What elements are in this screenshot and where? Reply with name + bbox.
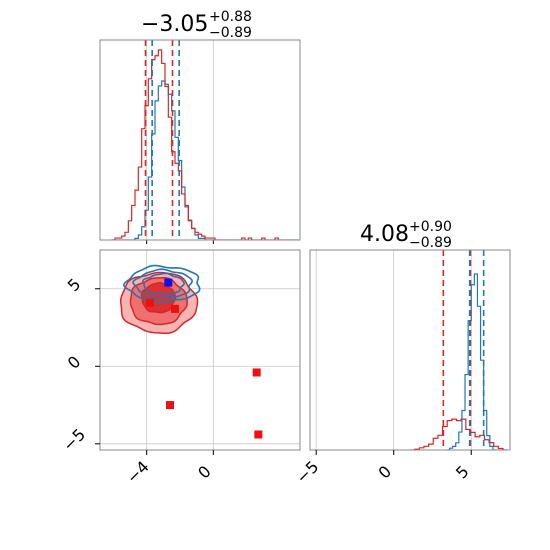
title-param-2: 4.08 +0.90 −0.89 <box>360 219 452 251</box>
x-tick-label: −5 <box>292 457 322 487</box>
blue-contour <box>141 272 185 295</box>
title-param-2-lower: −0.89 <box>409 235 452 251</box>
title-param-1-lower: −0.89 <box>209 25 252 41</box>
frame-joint <box>99 249 301 451</box>
blue-contour <box>123 264 201 304</box>
panel-marginal-2: −5 0 5 <box>292 249 511 487</box>
y-tick-label: 0 <box>64 352 85 373</box>
hist-blue-param-1 <box>111 80 215 240</box>
blue-contours <box>123 264 201 304</box>
scatter-point <box>185 272 188 275</box>
red-marker <box>146 298 154 307</box>
red-marker <box>171 304 179 313</box>
x-ticks-joint: −4 0 <box>123 450 215 487</box>
frame-marginal-1 <box>99 39 301 241</box>
y-tick-label: −5 <box>59 425 89 455</box>
title-param-1-median: −3.05 <box>141 12 208 37</box>
blue-contour <box>132 268 193 300</box>
blue-marker <box>164 278 173 287</box>
panel-marginal-1 <box>99 39 301 244</box>
red-marker <box>252 368 261 377</box>
x-tick-label: 5 <box>452 462 473 483</box>
red-marker <box>254 430 263 439</box>
frame-marginal-2 <box>309 249 511 451</box>
grid-marginal-2 <box>315 250 472 450</box>
red-marker <box>166 401 174 410</box>
title-param-2-median: 4.08 <box>360 222 409 247</box>
y-ticks-joint: −5 0 5 <box>59 275 100 455</box>
panel-joint: −5 0 5 −4 0 <box>59 249 301 487</box>
title-param-1: −3.05 +0.88 −0.89 <box>141 9 252 41</box>
sample-markers <box>146 278 263 439</box>
grid-marginal-1 <box>146 40 214 244</box>
hist-red-param-1 <box>111 49 299 240</box>
quantile-lines-param-2 <box>442 250 485 450</box>
x-tick-label: −4 <box>123 457 153 487</box>
quantile-lines-param-1 <box>144 40 180 240</box>
title-param-1-upper: +0.88 <box>209 9 252 25</box>
x-ticks-marginal-2: −5 0 5 <box>292 450 473 487</box>
x-tick-label: 0 <box>194 462 215 483</box>
y-tick-label: 5 <box>64 275 85 296</box>
title-param-2-upper: +0.90 <box>409 219 452 235</box>
x-tick-label: 0 <box>375 462 396 483</box>
